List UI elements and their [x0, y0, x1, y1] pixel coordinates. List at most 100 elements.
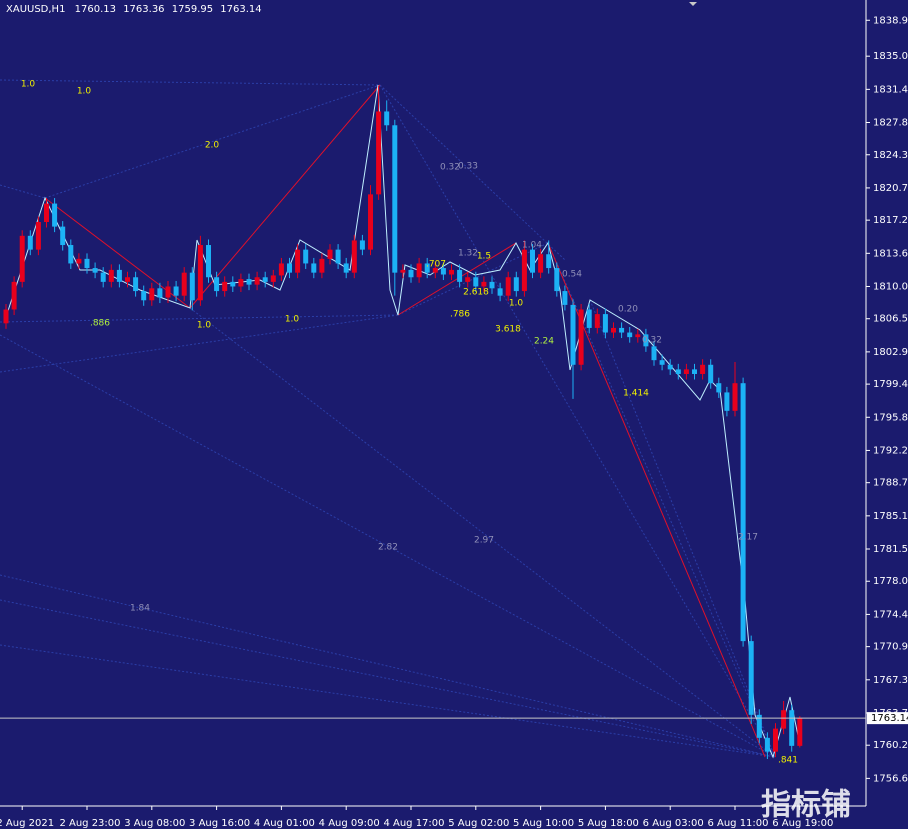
- annotation: 2.618: [463, 288, 489, 298]
- candle-body: [400, 269, 406, 273]
- candle-body: [546, 254, 552, 269]
- candle-body: [675, 369, 681, 374]
- annotation: .707: [426, 260, 446, 270]
- annotation: 1.5: [477, 252, 491, 262]
- x-tick-label: 2 Aug 2021: [0, 818, 54, 829]
- y-tick-label: 1778.00: [873, 576, 908, 587]
- y-tick-label: 1788.70: [873, 478, 908, 489]
- candle-body: [44, 203, 49, 222]
- candle-body: [797, 718, 803, 746]
- annotation: 2.82: [378, 543, 398, 553]
- candle-body: [635, 334, 641, 338]
- annotation: 0.33: [458, 162, 478, 172]
- candle-body: [238, 279, 244, 287]
- candle-body: [611, 327, 616, 333]
- y-tick-label: 1792.20: [873, 445, 908, 456]
- x-tick-label: 5 Aug 18:00: [578, 818, 639, 829]
- y-tick-label: 1799.40: [873, 379, 908, 390]
- candle-body: [497, 288, 503, 296]
- annotation: .886: [90, 319, 110, 329]
- annotation: 2.0: [205, 141, 220, 151]
- symbol: XAUUSD,H1: [6, 4, 65, 15]
- y-tick-label: 1767.30: [873, 675, 908, 686]
- candle-body: [708, 364, 714, 384]
- candle-body: [92, 268, 98, 273]
- candle-body: [594, 314, 600, 328]
- candle-body: [262, 277, 268, 282]
- candle-body: [659, 360, 665, 365]
- candle-body: [125, 277, 130, 282]
- y-tick-label: 1806.50: [873, 314, 908, 325]
- x-tick-label: 6 Aug 19:00: [772, 818, 833, 829]
- candle-body: [789, 710, 795, 746]
- candle-body: [627, 332, 633, 338]
- candle-body: [667, 364, 673, 370]
- candle-body: [197, 245, 203, 301]
- candle-body: [481, 281, 487, 287]
- candle-body: [303, 249, 309, 264]
- candle-body: [359, 240, 365, 250]
- x-tick-label: 6 Aug 03:00: [643, 818, 704, 829]
- candle-body: [254, 277, 260, 285]
- candle-body: [173, 286, 179, 296]
- overlay-lines: [0, 79, 801, 759]
- candle-body: [35, 221, 41, 250]
- y-tick-label: 1820.70: [873, 183, 908, 194]
- candle-body: [189, 272, 195, 301]
- candle-body: [319, 258, 325, 273]
- annotation: 2.97: [474, 536, 494, 546]
- annotation: 1.32: [458, 249, 478, 259]
- candle-body: [214, 277, 220, 292]
- y-tick-label: 1770.90: [873, 642, 908, 653]
- candle-body: [756, 714, 762, 738]
- candle-body: [11, 281, 17, 310]
- annotation: 0.32: [440, 163, 460, 173]
- candle-body: [278, 263, 284, 276]
- y-tick-label: 1835.00: [873, 51, 908, 62]
- candle-body: [570, 304, 576, 365]
- header: XAUUSD,H1 1760.13 1763.36 1759.95 1763.1…: [6, 4, 262, 15]
- y-tick-label: 1756.60: [873, 773, 908, 784]
- current-price-label: 1763.14: [871, 713, 908, 724]
- y-tick-label: 1824.30: [873, 150, 908, 161]
- candle-body: [181, 272, 187, 296]
- candle-body: [343, 263, 349, 273]
- candle-body: [562, 291, 568, 305]
- candle-body: [327, 249, 333, 259]
- candle-body: [376, 111, 382, 195]
- candle-body: [473, 277, 479, 287]
- candle-body: [108, 269, 114, 282]
- candle-body: [295, 249, 301, 273]
- candle-body: [246, 279, 252, 285]
- candle-body: [392, 125, 398, 273]
- candle-body: [149, 288, 155, 301]
- candle-body: [651, 346, 657, 361]
- y-tick-label: 1785.10: [873, 511, 908, 522]
- candle-body: [3, 309, 9, 324]
- header-low: 1759.95: [172, 4, 213, 15]
- annotation: 1.0: [509, 299, 524, 309]
- candle-body: [230, 281, 236, 287]
- candle-body: [489, 281, 495, 289]
- candle-body: [619, 327, 625, 333]
- candle-body: [52, 203, 58, 227]
- header-close: 1763.14: [220, 4, 261, 15]
- annotation: 1.0: [77, 87, 92, 97]
- candle-body: [27, 235, 33, 250]
- candle-body: [683, 369, 689, 374]
- candle-body: [781, 710, 787, 729]
- candle-body: [384, 111, 390, 126]
- current-price-box: [867, 712, 908, 725]
- candle-body: [206, 245, 211, 278]
- candle-body: [68, 245, 74, 264]
- annotation: 1.04: [522, 241, 542, 251]
- candle-body: [692, 369, 697, 374]
- candle-body: [416, 263, 422, 278]
- x-tick-label: 5 Aug 02:00: [448, 818, 509, 829]
- annotation: 3.618: [495, 325, 521, 335]
- candle-body: [222, 281, 228, 292]
- annotation: 0.20: [618, 305, 638, 315]
- annotation: 2.24: [534, 337, 554, 347]
